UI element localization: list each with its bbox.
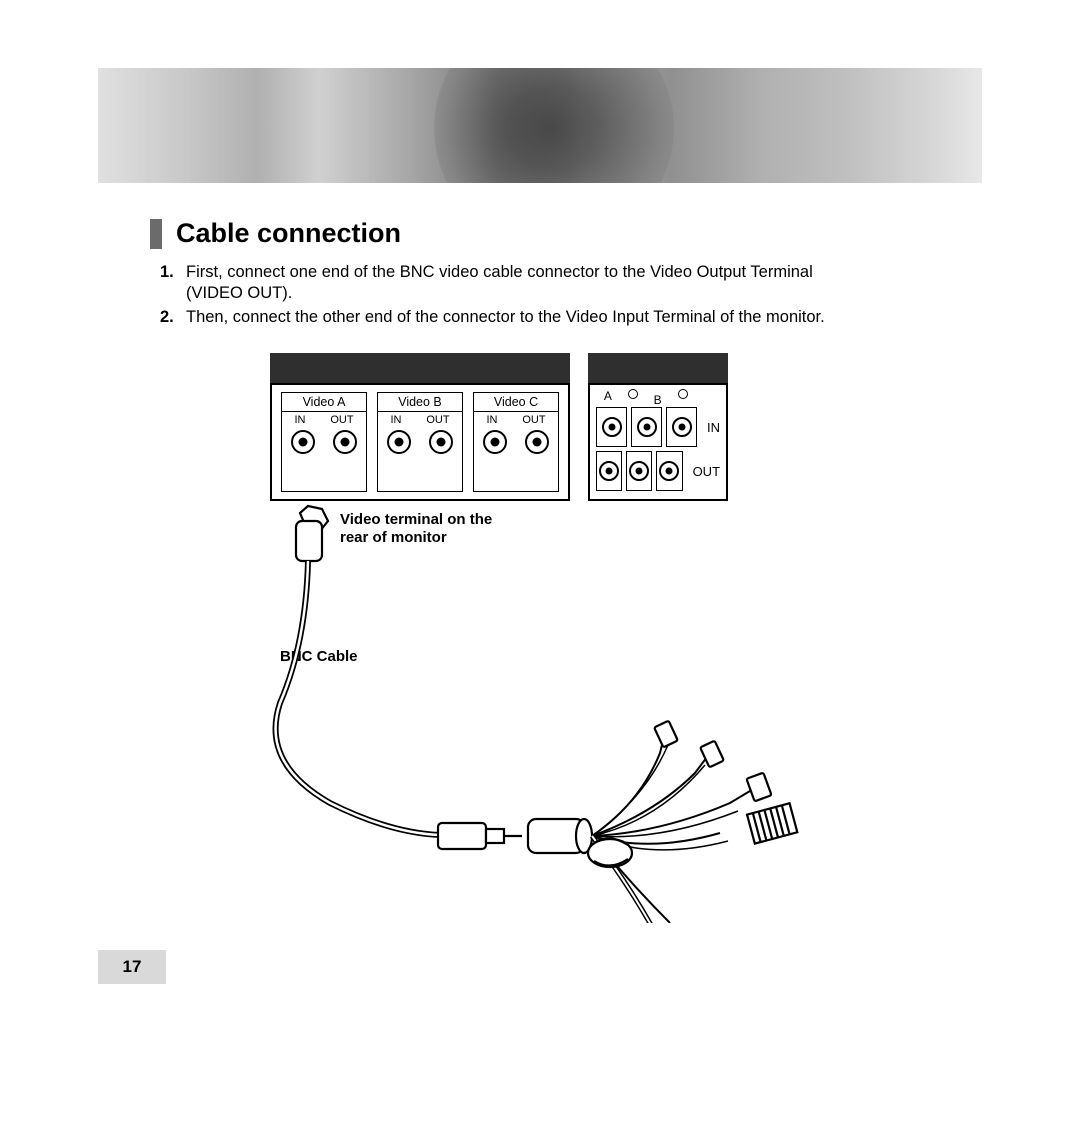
bnc-connector-icon — [387, 430, 411, 454]
video-group-title: Video C — [474, 393, 558, 412]
heading-accent-bar — [150, 219, 162, 249]
bnc-connector-icon — [659, 461, 679, 481]
panel2-column-labels: A B C — [596, 389, 720, 403]
in-label: IN — [294, 414, 305, 426]
step-number: 2. — [160, 307, 180, 328]
instruction-list: 1. First, connect one end of the BNC vid… — [160, 262, 920, 332]
out-label: OUT — [330, 414, 353, 426]
page-number: 17 — [98, 950, 166, 984]
video-terminal-panel-inout: A B C IN OUT — [588, 383, 728, 501]
video-group-b: Video B IN OUT — [377, 392, 463, 492]
bnc-connector-icon — [291, 430, 315, 454]
step-number: 1. — [160, 262, 180, 303]
section-heading: Cable connection — [150, 218, 401, 249]
step-text: First, connect one end of the BNC video … — [186, 262, 813, 303]
bnc-connector-icon — [672, 417, 692, 437]
panel2-header-bar — [588, 353, 728, 383]
video-group-title: Video A — [282, 393, 366, 412]
video-group-a: Video A IN OUT — [281, 392, 367, 492]
mount-hole-icon — [678, 389, 688, 399]
panel1-header-bar — [270, 353, 570, 383]
bnc-connector-icon — [525, 430, 549, 454]
mount-hole-icon — [628, 389, 638, 399]
in-label: IN — [707, 420, 720, 435]
bnc-connector-icon — [637, 417, 657, 437]
panel2-row-in: IN — [596, 407, 720, 447]
out-label: OUT — [693, 464, 720, 479]
video-terminal-panel-abc: Video A IN OUT Video B IN OUT Video C — [270, 383, 570, 501]
header-banner — [98, 68, 982, 183]
in-label: IN — [486, 414, 497, 426]
step-text: Then, connect the other end of the conne… — [186, 307, 825, 328]
video-group-c: Video C IN OUT — [473, 392, 559, 492]
bnc-connector-icon — [629, 461, 649, 481]
out-label: OUT — [522, 414, 545, 426]
bnc-connector-icon — [599, 461, 619, 481]
heading-text: Cable connection — [176, 218, 401, 249]
out-label: OUT — [426, 414, 449, 426]
panel2-row-out: OUT — [596, 451, 720, 491]
bnc-connector-icon — [483, 430, 507, 454]
step-1: 1. First, connect one end of the BNC vid… — [160, 262, 920, 303]
bnc-connector-icon — [429, 430, 453, 454]
video-group-title: Video B — [378, 393, 462, 412]
bnc-connector-icon — [333, 430, 357, 454]
cable-illustration — [210, 503, 830, 923]
connection-diagram: Video A IN OUT Video B IN OUT Video C — [270, 353, 830, 913]
bnc-connector-icon — [602, 417, 622, 437]
in-label: IN — [390, 414, 401, 426]
step-2: 2. Then, connect the other end of the co… — [160, 307, 920, 328]
